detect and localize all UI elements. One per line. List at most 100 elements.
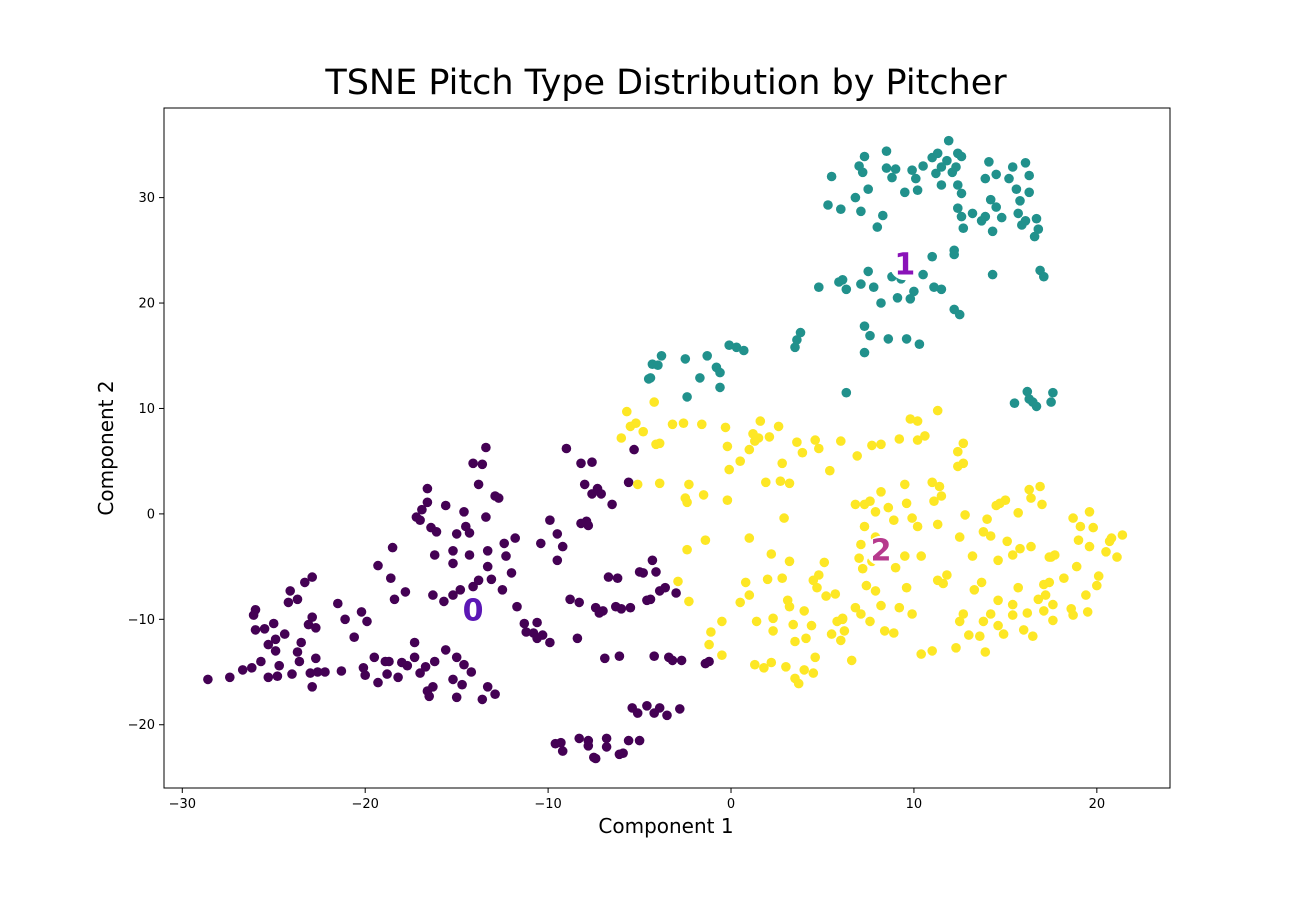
- scatter-point: [850, 602, 861, 613]
- cluster-label-background: [889, 250, 920, 281]
- scatter-point: [521, 627, 531, 637]
- scatter-point: [481, 442, 491, 453]
- scatter-point: [1082, 607, 1093, 617]
- scatter-point: [909, 286, 919, 297]
- scatter-point: [384, 656, 394, 667]
- scatter-point: [761, 477, 771, 488]
- scatter-point: [497, 585, 508, 595]
- scatter-point: [856, 206, 866, 217]
- scatter-point: [358, 663, 369, 673]
- scatter-point: [536, 538, 546, 549]
- scatter-point: [894, 602, 905, 613]
- scatter-point: [784, 601, 795, 612]
- x-tick-label: 0: [727, 797, 735, 812]
- scatter-point: [799, 606, 809, 616]
- scatter-point: [682, 544, 692, 555]
- scatter-point: [936, 284, 947, 295]
- scatter-point: [936, 491, 947, 501]
- scatter-point: [878, 210, 888, 221]
- scatter-point: [894, 434, 905, 444]
- scatter-point: [684, 479, 694, 490]
- cluster-label-background: [866, 535, 896, 566]
- scatter-point: [287, 669, 297, 679]
- scatter-point: [501, 551, 511, 561]
- scatter-point: [448, 674, 458, 685]
- cluster-label-2: 2: [871, 533, 892, 568]
- scatter-point: [1011, 184, 1022, 194]
- scatter-point: [532, 633, 542, 644]
- scatter-point: [631, 418, 641, 429]
- scatter-point: [675, 704, 685, 714]
- scatter-point: [1039, 606, 1049, 616]
- scatter-point: [1024, 484, 1034, 495]
- scatter-point: [750, 436, 760, 446]
- scatter-point: [1081, 590, 1091, 600]
- scatter-point: [912, 185, 923, 195]
- scatter-point: [561, 443, 572, 454]
- scatter-point: [1071, 561, 1082, 572]
- scatter-point: [552, 529, 563, 539]
- scatter-point: [464, 550, 475, 560]
- scatter-point: [632, 479, 643, 490]
- scatter-point: [1093, 571, 1104, 581]
- series-cluster-1: [643, 135, 1058, 412]
- scatter-point: [953, 203, 963, 213]
- scatter-point: [890, 562, 901, 573]
- scatter-point: [856, 539, 866, 550]
- scatter-point: [958, 458, 969, 469]
- scatter-point: [801, 633, 811, 644]
- cluster-label-1: 1: [894, 248, 915, 283]
- scatter-point: [279, 629, 290, 639]
- scatter-point: [429, 656, 440, 667]
- scatter-point: [901, 582, 912, 593]
- scatter-point: [519, 618, 530, 629]
- scatter-point: [797, 447, 808, 458]
- scatter-point: [642, 701, 652, 711]
- scatter-point: [594, 608, 605, 618]
- scatter-point: [964, 630, 974, 640]
- scatter-point: [1046, 552, 1056, 562]
- scatter-point: [744, 590, 755, 600]
- scatter-point: [493, 493, 504, 503]
- scatter-point: [1013, 508, 1023, 518]
- scatter-point: [943, 135, 954, 146]
- y-axis: −20 −10 0 10 20 30: [128, 191, 164, 733]
- scatter-point: [263, 639, 274, 650]
- scatter-point: [825, 465, 835, 476]
- scatter-point: [859, 321, 870, 332]
- scatter-point: [409, 652, 420, 663]
- scatter-point: [768, 626, 778, 636]
- scatter-point: [953, 180, 963, 190]
- scatter-point: [1075, 521, 1086, 532]
- scatter-point: [876, 298, 886, 308]
- scatter-point: [296, 637, 307, 648]
- scatter-point: [879, 626, 890, 636]
- scatter-point: [647, 555, 658, 566]
- scatter-point: [812, 582, 822, 593]
- scatter-point: [616, 433, 627, 443]
- scatter-point: [739, 345, 749, 356]
- scatter-point: [574, 733, 584, 744]
- scatter-point: [439, 596, 449, 607]
- scatter-point: [697, 419, 707, 430]
- scatter-point: [883, 502, 894, 513]
- x-axis: −30 −20 −10 0 10 20: [169, 788, 1105, 812]
- scatter-point: [987, 269, 998, 280]
- scatter-point: [565, 594, 575, 605]
- scatter-point: [830, 589, 841, 599]
- scatter-point: [300, 577, 310, 588]
- scatter-point: [958, 223, 969, 233]
- scatter-point: [980, 647, 991, 657]
- scatter-point: [821, 591, 831, 601]
- scatter-point: [720, 422, 731, 433]
- scatter-point: [744, 533, 755, 543]
- scatter-point: [506, 568, 517, 578]
- scatter-point: [876, 439, 886, 450]
- scatter-point: [1084, 541, 1095, 552]
- scatter-point: [991, 202, 1001, 212]
- scatter-point: [759, 663, 769, 673]
- scatter-point: [1106, 533, 1117, 543]
- scatter-point: [1013, 208, 1023, 219]
- scatter-point: [1092, 580, 1102, 591]
- scatter-point: [810, 435, 820, 445]
